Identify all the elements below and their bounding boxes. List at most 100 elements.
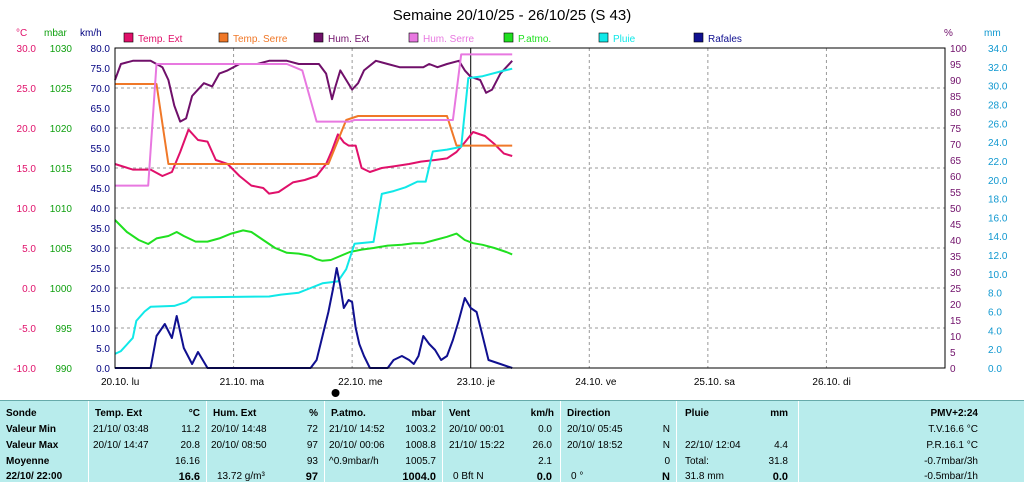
- percent-tick-label: 0: [950, 364, 956, 375]
- kmh-tick-label: 10.0: [91, 324, 111, 335]
- mm-tick-label: 14.0: [988, 232, 1008, 243]
- vent-header: Vent: [449, 408, 471, 419]
- stats-table: Sonde Valeur Min Valeur Max Moyenne 22/1…: [0, 400, 1024, 483]
- patmo-trend: ^0.9mbar/h: [329, 456, 379, 467]
- kmh-tick-label: 20.0: [91, 284, 111, 295]
- mm-tick-label: 30.0: [988, 82, 1008, 93]
- pmv-header: PMV+2:24: [930, 408, 978, 419]
- mean-label: Moyenne: [6, 456, 50, 467]
- percent-tick-label: 25: [950, 284, 962, 295]
- mm-tick-label: 4.0: [988, 326, 1002, 337]
- unit-kmh: km/h: [80, 28, 102, 39]
- hum-min-value: 72: [306, 424, 318, 435]
- patmo-current-value: 1004.0: [402, 471, 436, 483]
- kmh-tick-label: 80.0: [91, 44, 111, 55]
- legend-item-temp-ext: Temp. Ext: [123, 32, 183, 45]
- legend-item-rafales: Rafales: [693, 32, 742, 45]
- legend-label: Hum. Serre: [423, 34, 475, 45]
- day-label: 21.10. ma: [220, 377, 265, 388]
- legend-label: Temp. Ext: [138, 34, 183, 45]
- kmh-tick-label: 65.0: [91, 104, 111, 115]
- percent-tick-label: 55: [950, 188, 962, 199]
- hum-current-value: 97: [305, 471, 318, 483]
- legend-label: P.atmo.: [518, 34, 551, 45]
- legend-label: Temp. Serre: [233, 34, 288, 45]
- percent-tick-label: 60: [950, 172, 962, 183]
- percent-tick-label: 35: [950, 252, 962, 263]
- temp-min-time: 21/10/ 03:48: [93, 424, 149, 435]
- patmo-max-time: 20/10/ 00:06: [329, 440, 385, 451]
- dir-min-time: 20/10/ 05:45: [567, 424, 623, 435]
- day-label: 25.10. sa: [694, 377, 736, 388]
- temp-min-value: 11.2: [181, 424, 200, 435]
- percent-tick-label: 80: [950, 108, 962, 119]
- kmh-tick-label: 55.0: [91, 144, 111, 155]
- mm-tick-label: 20.0: [988, 176, 1008, 187]
- kmh-tick-label: 60.0: [91, 124, 111, 135]
- day-label: 22.10. me: [338, 377, 383, 388]
- hum-max-time: 20/10/ 08:50: [211, 440, 267, 451]
- vent-min-time: 20/10/ 00:01: [449, 424, 505, 435]
- pluie-max-time: 22/10/ 12:04: [685, 440, 741, 451]
- legend-swatch: [693, 32, 704, 43]
- patmo-unit: mbar: [411, 408, 436, 419]
- percent-tick-label: 40: [950, 236, 962, 247]
- mbar-tick-label: 1015: [50, 164, 73, 175]
- col-pluie: Pluie mm 22/10/ 12:04 4.4 Total: 31.8 31…: [676, 401, 798, 483]
- dir-min-value: N: [662, 424, 670, 435]
- patmo-max-value: 1008.8: [405, 440, 436, 451]
- mm-tick-label: 0.0: [988, 364, 1002, 375]
- percent-tick-label: 30: [950, 268, 962, 279]
- patmo-header: P.atmo.: [331, 408, 366, 419]
- legend: Temp. Ext Temp. Serre Hum. Ext Hum. Serre P.…: [123, 32, 742, 45]
- col-vent: Vent km/h 20/10/ 00:01 0.0 21/10/ 15:22 …: [442, 401, 560, 483]
- pmv-trend-3h: -0.7mbar/3h: [924, 456, 978, 467]
- day-label: 23.10. je: [457, 377, 496, 388]
- percent-tick-label: 20: [950, 300, 962, 311]
- mm-tick-label: 32.0: [988, 63, 1008, 74]
- pmv-tv: T.V.16.6 °C: [928, 424, 978, 435]
- celsius-tick-label: -5.0: [19, 324, 37, 335]
- hum-min-time: 20/10/ 14:48: [211, 424, 267, 435]
- legend-label: Hum. Ext: [328, 34, 369, 45]
- kmh-tick-label: 45.0: [91, 184, 111, 195]
- vent-max-value: 26.0: [532, 440, 552, 451]
- legend-swatch: [598, 32, 609, 43]
- legend-item-hum-ext: Hum. Ext: [313, 32, 369, 45]
- temp-header: Temp. Ext: [95, 408, 143, 419]
- col-sonde: Sonde Valeur Min Valeur Max Moyenne 22/1…: [0, 401, 88, 482]
- col-patmo: P.atmo. mbar 21/10/ 14:52 1003.2 20/10/ …: [324, 401, 442, 483]
- mm-tick-label: 34.0: [988, 44, 1008, 55]
- kmh-tick-label: 70.0: [91, 84, 111, 95]
- dir-degrees: 0 °: [571, 471, 584, 482]
- patmo-min-time: 21/10/ 14:52: [329, 424, 385, 435]
- percent-tick-label: 50: [950, 204, 962, 215]
- vent-mean-value: 2.1: [538, 456, 552, 467]
- mm-tick-label: 6.0: [988, 308, 1002, 319]
- mm-tick-label: 8.0: [988, 289, 1002, 300]
- pmv-pr: P.R.16.1 °C: [926, 440, 978, 451]
- legend-swatch: [123, 32, 134, 43]
- mm-tick-label: 2.0: [988, 345, 1002, 356]
- min-label: Valeur Min: [6, 424, 57, 435]
- kmh-tick-label: 75.0: [91, 64, 111, 75]
- legend-label: Pluie: [613, 34, 636, 45]
- percent-tick-label: 100: [950, 44, 967, 55]
- pluie-unit: mm: [770, 408, 788, 419]
- celsius-tick-label: 25.0: [17, 84, 37, 95]
- pluie-current-value: 0.0: [772, 471, 788, 483]
- legend-swatch: [218, 32, 229, 43]
- celsius-tick-label: -10.0: [13, 364, 36, 375]
- celsius-tick-label: 0.0: [22, 284, 36, 295]
- kmh-tick-label: 35.0: [91, 224, 111, 235]
- pluie-header: Pluie: [685, 408, 709, 419]
- celsius-tick-label: 20.0: [17, 124, 37, 135]
- current-time-marker: [331, 389, 340, 397]
- hum-header: Hum. Ext: [213, 408, 257, 419]
- kmh-tick-label: 30.0: [91, 244, 111, 255]
- axis-units: °C mbar km/h % mm: [16, 28, 1001, 39]
- dir-header: Direction: [567, 408, 611, 419]
- dir-max-value: N: [662, 440, 670, 451]
- mbar-tick-label: 1010: [50, 204, 73, 215]
- patmo-mean-value: 1005.7: [405, 456, 436, 467]
